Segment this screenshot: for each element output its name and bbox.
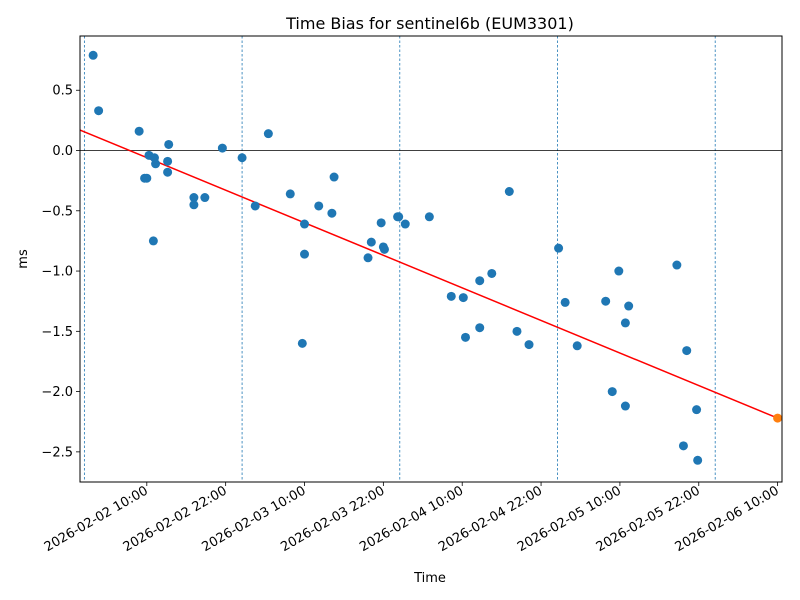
data-point [460,332,470,342]
plot-area [80,36,782,482]
data-point [142,173,152,183]
prediction-point [773,413,783,423]
data-point [163,167,173,177]
data-point [164,139,174,149]
data-point [148,236,158,246]
data-point [300,249,310,259]
data-point [678,441,688,451]
data-point [88,50,98,60]
data-point [189,193,199,203]
data-point [620,401,630,411]
y-tick-label: −0.5 [41,204,73,219]
data-point [297,338,307,348]
data-point [572,341,582,351]
y-axis: −2.5 −2.0 −1.5 −1.0 −0.5 0.0 0.5 [41,84,80,460]
data-point [94,106,104,116]
reference-vlines [83,36,716,482]
data-point [620,318,630,328]
data-point [285,189,295,199]
data-point [458,293,468,303]
data-point [134,126,144,136]
data-points [88,50,703,465]
data-point [300,219,310,229]
data-point [446,291,456,301]
data-point [487,268,497,278]
y-tick-label: −1.0 [41,265,73,280]
data-point [475,323,485,333]
data-point [672,260,682,270]
data-point [524,340,534,350]
data-point [601,296,611,306]
data-point [217,143,227,153]
data-point [366,237,376,247]
data-point [263,129,273,139]
y-axis-title: ms [16,249,31,269]
data-point [189,200,199,210]
data-point [363,253,373,263]
data-point [475,276,485,286]
data-point [400,219,410,229]
data-point [163,156,173,166]
y-tick-label: −1.5 [41,325,73,340]
data-point [200,193,210,203]
chart-title: Time Bias for sentinel6b (EUM3301) [285,14,574,33]
y-tick-label: −2.5 [41,445,73,460]
data-point [692,405,702,415]
data-point [693,455,703,465]
prediction-point [773,413,783,423]
data-point [614,266,624,276]
data-point [327,208,337,218]
data-point [624,301,634,311]
data-point [394,212,404,222]
data-point [607,387,617,397]
y-tick-label: 0.0 [52,144,73,159]
data-point [424,212,434,222]
data-point [314,201,324,211]
data-point [682,346,692,356]
data-point [379,244,389,254]
fit-line [79,129,778,419]
y-tick-label: 0.5 [52,84,73,99]
x-axis-title: Time [413,571,446,586]
data-point [376,218,386,228]
data-point [554,243,564,253]
trend-line [79,129,778,419]
data-point [151,159,161,169]
data-point [250,201,260,211]
data-point [329,172,339,182]
data-point [512,326,522,336]
plot-frame [79,35,783,483]
y-tick-label: −2.0 [41,385,73,400]
data-point [237,153,247,163]
data-point [560,297,570,307]
data-point [504,186,514,196]
